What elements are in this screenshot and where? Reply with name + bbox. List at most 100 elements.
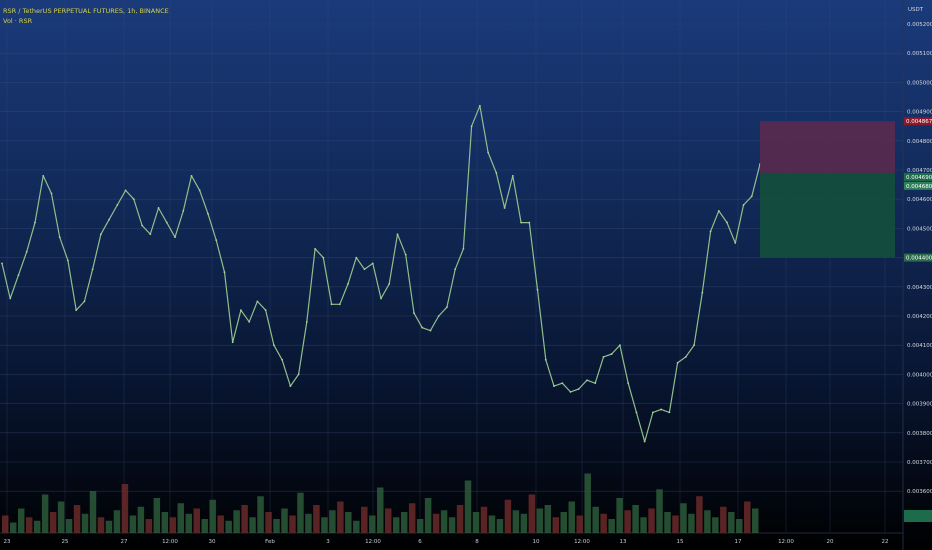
price-point	[528, 221, 531, 224]
y-tick-label: 0.005000	[907, 80, 932, 86]
volume-bar	[592, 506, 599, 533]
price-point	[223, 271, 226, 274]
price-point	[297, 373, 300, 376]
price-point	[198, 189, 201, 192]
price-point	[363, 268, 366, 271]
volume-bar	[81, 513, 89, 533]
price-point	[108, 218, 111, 221]
x-tick-label: Feb	[265, 539, 275, 545]
stop-loss-zone	[760, 121, 895, 173]
volume-bar	[488, 515, 496, 533]
volume-bar	[25, 517, 33, 533]
volume-bar	[9, 522, 17, 533]
entry-price-tag: 0.004690	[906, 175, 932, 181]
x-tick-label: 12:00	[365, 539, 381, 545]
volume-bar	[472, 512, 480, 533]
volume-bar	[752, 508, 759, 533]
volume-bar	[241, 505, 248, 533]
volume-bar	[408, 503, 416, 533]
x-tick-label: 10	[533, 539, 540, 545]
volume-bar	[456, 505, 464, 533]
volume-bar	[672, 515, 679, 533]
price-point	[709, 230, 712, 233]
price-point	[215, 239, 218, 241]
price-point	[256, 300, 259, 303]
indicator-label: Vol · RSR	[3, 17, 33, 25]
volume-bar	[416, 519, 424, 533]
price-point	[174, 236, 176, 239]
volume-bar	[273, 519, 280, 533]
entry-price-tag-bg	[904, 172, 932, 181]
volume-bar	[384, 508, 392, 533]
price-point	[742, 204, 745, 206]
price-point	[594, 382, 597, 385]
volume-bar	[432, 513, 440, 533]
volume-bar	[440, 510, 448, 533]
price-point	[141, 224, 143, 227]
x-tick-label: 8	[475, 539, 479, 545]
volume-bar	[233, 510, 240, 533]
y-tick-label: 0.004700	[907, 168, 932, 174]
price-point	[561, 382, 564, 385]
price-points	[1, 104, 761, 443]
volume-bar	[632, 505, 639, 533]
price-point	[676, 361, 679, 364]
price-point	[190, 174, 193, 177]
x-tick-label: 3	[326, 539, 330, 545]
x-tick-label: 27	[121, 539, 128, 545]
volume-bar	[89, 491, 97, 533]
price-point	[660, 408, 663, 411]
price-point	[25, 250, 28, 253]
price-point	[380, 297, 382, 300]
volume-bar	[424, 498, 432, 533]
y-tick-label: 0.005200	[907, 22, 932, 28]
y-tick-label: 0.005100	[907, 51, 932, 57]
price-point	[487, 151, 490, 154]
y-tick-label: 0.004500	[907, 226, 932, 232]
volume-bar	[744, 501, 751, 533]
y-tick-label: 0.003600	[907, 489, 932, 495]
volume-bar	[648, 508, 655, 533]
target-price-tag-bg	[904, 253, 932, 262]
price-point	[503, 207, 506, 209]
x-tick-label: 20	[827, 539, 834, 545]
price-point	[272, 344, 275, 347]
x-tick-label: 22	[882, 539, 889, 545]
price-point	[404, 253, 407, 256]
volume-bar	[65, 519, 73, 533]
x-tick-label: 15	[677, 539, 684, 545]
price-point	[248, 320, 251, 323]
x-tick-label: 12:00	[574, 539, 590, 545]
stop-price-tag-bg	[904, 117, 932, 126]
volume-bar	[704, 510, 711, 533]
price-point	[511, 174, 514, 177]
price-point	[577, 388, 580, 390]
volume-bar	[145, 519, 153, 533]
volume-bar	[249, 517, 256, 533]
volume-bar	[17, 508, 25, 533]
y-tick-label: 0.004100	[907, 343, 932, 349]
price-point	[305, 320, 308, 323]
price-point	[651, 411, 654, 414]
volume-bar	[369, 515, 376, 533]
volume-bar	[448, 517, 456, 533]
volume-bar	[656, 489, 663, 533]
volume-bar	[353, 520, 360, 533]
volume-bar	[321, 517, 328, 533]
volume-bars	[2, 473, 759, 533]
price-point	[693, 344, 695, 347]
volume-bar	[33, 520, 41, 533]
volume-bar	[97, 517, 105, 533]
volume-bar	[313, 505, 320, 533]
volume-bar	[337, 501, 344, 533]
price-point	[231, 341, 234, 344]
y-axis-label: USDT	[908, 7, 924, 13]
volume-bar	[712, 517, 719, 533]
volume-bar	[528, 494, 536, 533]
price-point	[388, 282, 391, 285]
price-point	[91, 268, 94, 271]
price-point	[446, 306, 448, 309]
price-point	[99, 233, 102, 236]
